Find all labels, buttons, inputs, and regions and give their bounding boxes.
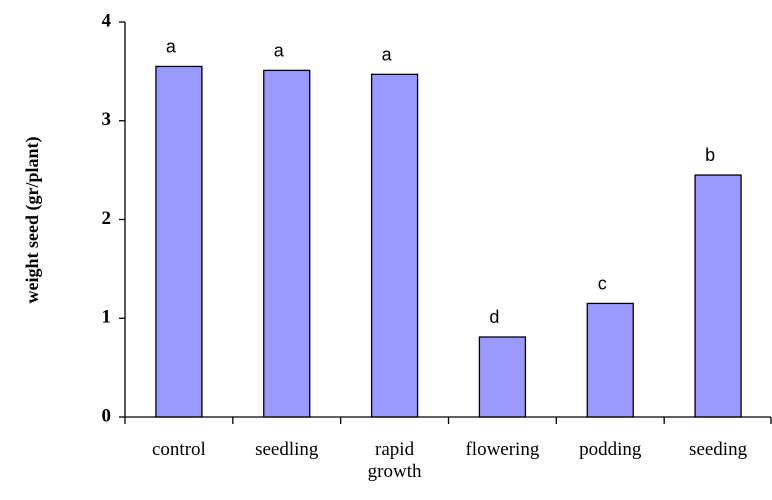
bar-annotation: a (274, 40, 285, 60)
bar (370, 73, 419, 418)
x-tick-label: seedling (255, 439, 319, 460)
y-tick-label: 0 (102, 405, 112, 426)
x-tick-label: control (151, 439, 206, 460)
y-tick-label: 2 (102, 208, 112, 229)
x-tick-label: flowering (465, 439, 540, 460)
bar (586, 302, 634, 418)
bar (478, 336, 527, 418)
y-tick-label: 4 (102, 10, 112, 31)
x-tick-label: rapid growth (367, 439, 422, 482)
bar (694, 174, 742, 418)
bar-annotation: c (598, 273, 607, 293)
y-tick-label: 3 (102, 109, 112, 130)
bar-annotation: d (489, 307, 499, 327)
bar (263, 69, 311, 418)
bar-annotation: a (166, 36, 177, 56)
x-tick-label: podding (579, 439, 642, 460)
x-tick-label: seeding (689, 439, 748, 460)
y-tick-label: 1 (102, 307, 112, 328)
bar-annotation: a (382, 44, 393, 64)
bar (155, 65, 203, 418)
bar-annotation: b (705, 145, 715, 165)
y-axis-label: weight seed (gr/plant) (22, 137, 43, 304)
